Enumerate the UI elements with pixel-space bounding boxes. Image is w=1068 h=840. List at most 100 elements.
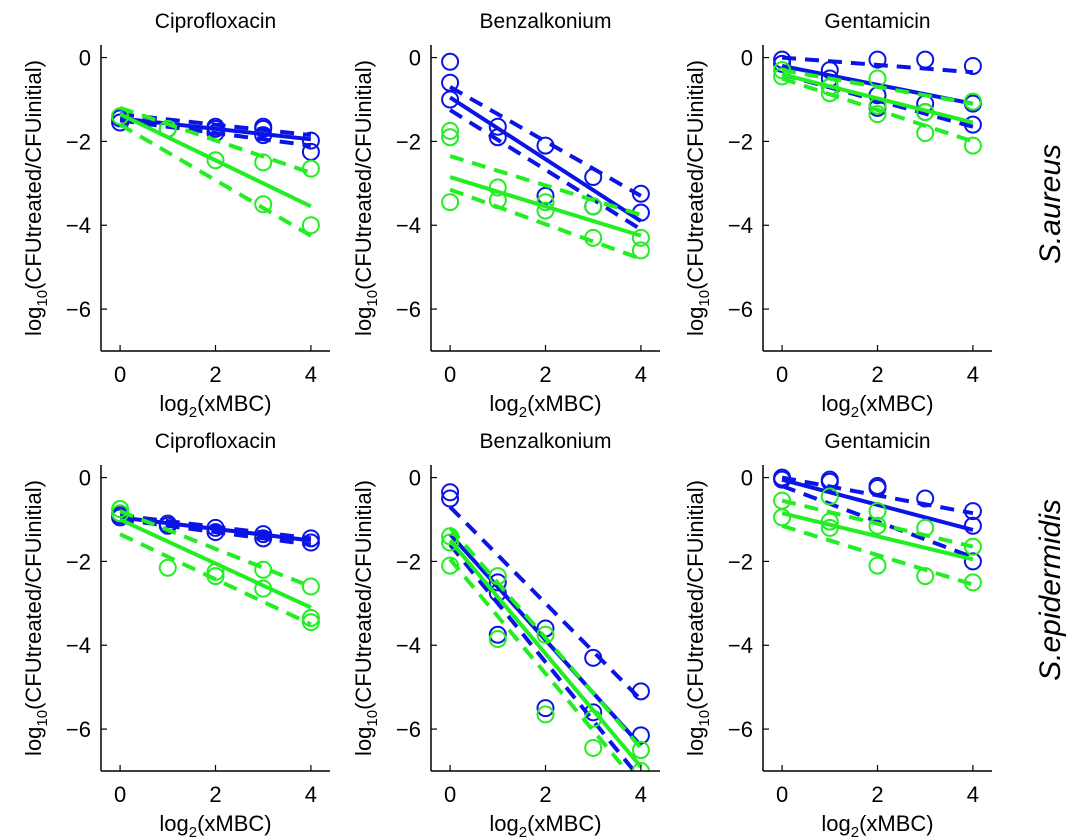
- data-point: [773, 508, 792, 527]
- confidence-line: [781, 76, 974, 144]
- data-point: [631, 726, 650, 745]
- x-tick-label: 0: [444, 782, 456, 807]
- fit-line: [119, 112, 312, 209]
- data-point: [820, 472, 839, 491]
- data-point: [111, 504, 130, 523]
- data-point: [441, 52, 460, 71]
- data-point: [206, 518, 225, 537]
- plot-area: [441, 52, 650, 261]
- x-axis-label: log2(xMBC): [821, 391, 933, 421]
- data-point: [773, 470, 792, 489]
- confidence-line: [781, 523, 974, 587]
- chart-panel-5: 0 2 4 0 −2 −4 −6 Benzalkonium log2(xMBC) log10(CF…: [351, 430, 660, 840]
- data-point: [868, 479, 887, 498]
- y-tick-label: 0: [79, 466, 91, 491]
- data-point: [584, 648, 603, 667]
- confidence-line: [449, 108, 642, 232]
- x-tick-label: 2: [209, 782, 221, 807]
- confidence-line: [119, 122, 312, 238]
- x-tick-label: 4: [967, 362, 979, 387]
- y-tick-label: −2: [66, 129, 91, 154]
- data-point: [158, 516, 177, 535]
- data-point: [158, 119, 177, 138]
- y-tick-label: −6: [728, 717, 753, 742]
- x-axis-label: log2(xMBC): [159, 811, 271, 840]
- chart-title: Benzalkonium: [480, 430, 612, 453]
- data-point: [868, 50, 887, 69]
- data-point: [488, 629, 507, 648]
- y-axis-label: log10(CFUtreated/CFUinitial): [683, 60, 713, 336]
- data-point: [158, 558, 177, 577]
- plot-area: [773, 50, 982, 155]
- data-point: [820, 512, 839, 531]
- plot-area: [773, 468, 982, 592]
- data-point: [111, 107, 130, 126]
- y-tick-label: 0: [741, 46, 753, 71]
- data-point: [868, 556, 887, 575]
- fit-line: [781, 511, 974, 562]
- confidence-line: [781, 55, 974, 75]
- data-point: [773, 61, 792, 80]
- data-point: [820, 487, 839, 506]
- data-point: [536, 193, 555, 212]
- data-point: [820, 77, 839, 96]
- x-tick-label: 0: [776, 362, 788, 387]
- confidence-line: [781, 498, 974, 549]
- data-point: [254, 560, 273, 579]
- data-point: [488, 128, 507, 147]
- y-tick-label: −6: [66, 717, 91, 742]
- data-point: [916, 50, 935, 69]
- y-axis-label: log10(CFUtreated/CFUinitial): [21, 60, 51, 336]
- chart-title: Ciprofloxacin: [155, 10, 276, 33]
- data-point: [536, 625, 555, 644]
- data-point: [916, 518, 935, 537]
- confidence-line: [449, 85, 642, 198]
- data-point: [254, 119, 273, 138]
- data-point: [488, 191, 507, 210]
- data-point: [254, 529, 273, 548]
- x-tick-label: 0: [444, 362, 456, 387]
- data-point: [254, 126, 273, 145]
- chart-title: Gentamicin: [824, 10, 930, 33]
- y-tick-label: −4: [728, 213, 753, 238]
- data-point: [488, 567, 507, 586]
- chart-title: Gentamicin: [824, 430, 930, 453]
- x-tick-label: 4: [305, 362, 317, 387]
- x-tick-label: 0: [114, 362, 126, 387]
- chart-title: Ciprofloxacin: [155, 430, 276, 453]
- data-point: [963, 502, 982, 521]
- data-point: [301, 609, 320, 627]
- chart-panel-6: 0 2 4 0 −2 −4 −6 Gentamicin log2(xMBC) log10(CFUt…: [683, 430, 992, 840]
- data-point: [963, 136, 982, 155]
- data-point: [254, 153, 273, 172]
- confidence-line: [119, 118, 312, 148]
- data-point: [488, 573, 507, 592]
- y-tick-label: −2: [66, 549, 91, 574]
- confidence-line: [119, 105, 312, 175]
- fit-line: [449, 175, 642, 238]
- data-point: [441, 483, 460, 502]
- data-point: [916, 103, 935, 122]
- data-point: [254, 579, 273, 598]
- x-axis-label: log2(xMBC): [159, 391, 271, 421]
- data-point: [301, 159, 320, 178]
- confidence-line: [448, 558, 630, 771]
- x-tick-label: 4: [635, 782, 647, 807]
- plot-area: [111, 500, 320, 632]
- data-point: [868, 96, 887, 115]
- data-point: [206, 567, 225, 586]
- data-point: [631, 184, 650, 203]
- data-point: [963, 573, 982, 592]
- row-label-s-epidermidis: S.epidermidis: [1034, 499, 1067, 681]
- confidence-line: [448, 543, 637, 771]
- y-tick-label: −2: [396, 549, 421, 574]
- data-point: [631, 741, 650, 760]
- data-point: [916, 124, 935, 143]
- data-point: [206, 562, 225, 581]
- data-point: [584, 228, 603, 247]
- y-tick-label: −4: [66, 633, 91, 658]
- data-point: [111, 500, 130, 519]
- y-tick-label: −2: [728, 129, 753, 154]
- x-axis-label: log2(xMBC): [821, 811, 933, 840]
- data-point: [441, 489, 460, 508]
